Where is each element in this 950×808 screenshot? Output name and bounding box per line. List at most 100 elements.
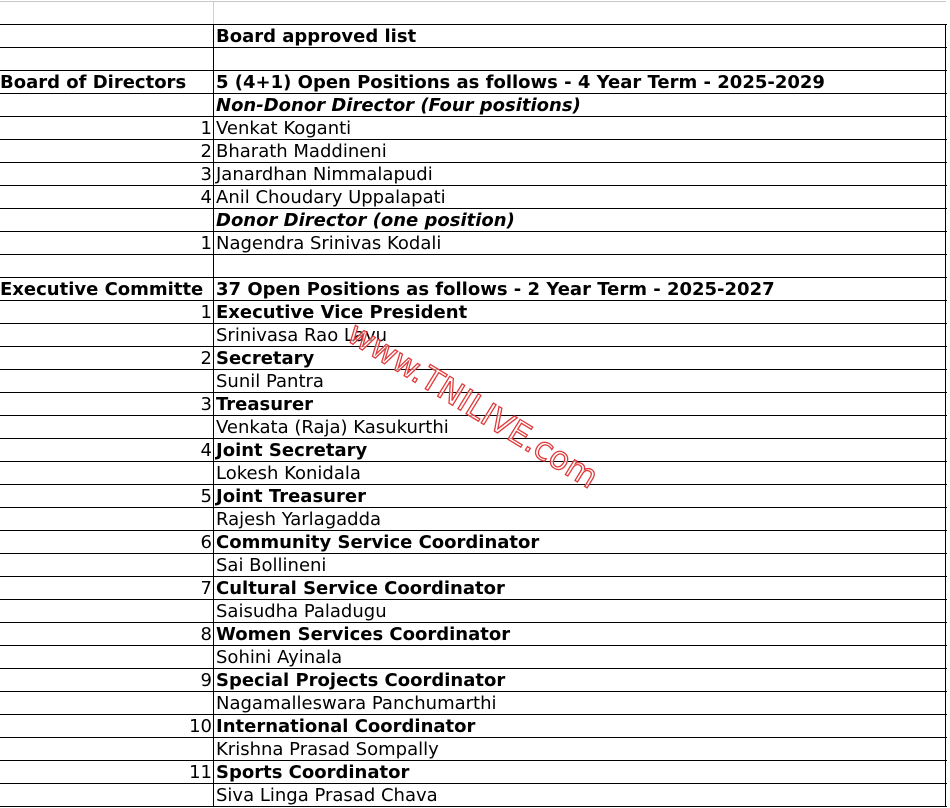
cell-col-b[interactable]: Joint Secretary: [213, 439, 946, 462]
cell-col-a[interactable]: 9: [200, 670, 212, 691]
cell-col-a[interactable]: 2: [200, 348, 212, 369]
cell-col-a[interactable]: [0, 416, 213, 439]
table-row: Donor Director (one position): [0, 208, 947, 232]
cell-col-b[interactable]: Secretary: [213, 347, 946, 370]
cell-col-a[interactable]: 7: [200, 578, 212, 599]
cell-col-b[interactable]: 37 Open Positions as follows - 2 Year Te…: [213, 278, 946, 301]
cell-col-a[interactable]: 3: [200, 164, 212, 185]
cell-col-a[interactable]: Board of Directors: [0, 72, 187, 93]
cell-col-a[interactable]: [0, 600, 213, 623]
cell-col-b[interactable]: Sunil Pantra: [213, 370, 946, 393]
cell-col-a[interactable]: 5: [200, 486, 212, 507]
cell-col-a[interactable]: 8: [200, 624, 212, 645]
table-row: Srinivasa Rao Lavu: [0, 323, 947, 347]
cell-col-b[interactable]: Nagamalleswara Panchumarthi: [213, 692, 946, 715]
cell-col-b[interactable]: Sai Bollineni: [213, 554, 946, 577]
cell-col-b[interactable]: Special Projects Coordinator: [213, 669, 946, 692]
cell-col-b[interactable]: Donor Director (one position): [213, 209, 946, 232]
cell-col-b[interactable]: Srinivasa Rao Lavu: [213, 324, 946, 347]
table-row: Board approved list: [0, 24, 947, 48]
cell-col-b[interactable]: Executive Vice President: [213, 301, 946, 324]
cell-col-b[interactable]: Cultural Service Coordinator: [213, 577, 946, 600]
cell-col-a[interactable]: [0, 462, 213, 485]
table-row: Lokesh Konidala: [0, 461, 947, 485]
cell-col-b[interactable]: Non-Donor Director (Four positions): [213, 94, 946, 117]
cell-col-b[interactable]: [213, 48, 946, 71]
table-row: Board of Directors 5 (4+1) Open Positions…: [0, 70, 947, 94]
cell-col-b[interactable]: Anil Choudary Uppalapati: [213, 186, 946, 209]
cell-col-b[interactable]: Saisudha Paladugu: [213, 600, 946, 623]
table-row: 1 Executive Vice President: [0, 300, 947, 324]
cell-col-b[interactable]: Nagendra Srinivas Kodali: [213, 232, 946, 255]
cell-col-a[interactable]: [0, 209, 213, 232]
cell-col-b[interactable]: Community Service Coordinator: [213, 531, 946, 554]
cell-col-b[interactable]: Siva Linga Prasad Chava: [213, 784, 946, 807]
table-row: [0, 47, 947, 71]
cell-col-b[interactable]: Venkata (Raja) Kasukurthi: [213, 416, 946, 439]
cell-col-b[interactable]: Bharath Maddineni: [213, 140, 946, 163]
cell-col-a[interactable]: [0, 784, 213, 807]
table-row: 9 Special Projects Coordinator: [0, 668, 947, 692]
cell-col-a[interactable]: [0, 48, 213, 71]
cell-col-a[interactable]: [0, 324, 213, 347]
cell-col-b[interactable]: Sports Coordinator: [213, 761, 946, 784]
table-row: Krishna Prasad Sompally: [0, 737, 947, 761]
cell-col-a[interactable]: 6: [200, 532, 212, 553]
table-row: 1 Venkat Koganti: [0, 116, 947, 140]
cell-col-a[interactable]: 10: [189, 716, 212, 737]
bottom-border: [0, 806, 947, 807]
cell-col-b[interactable]: 5 (4+1) Open Positions as follows - 4 Ye…: [213, 71, 946, 94]
cell-col-a[interactable]: 4: [200, 187, 212, 208]
cell-col-a[interactable]: [0, 94, 213, 117]
table-row: 3 Janardhan Nimmalapudi: [0, 162, 947, 186]
cell-col-a[interactable]: [0, 646, 213, 669]
cell-col-a[interactable]: 1: [200, 118, 212, 139]
table-row: Executive Committe 37 Open Positions as f…: [0, 277, 947, 301]
cell-col-a[interactable]: [0, 370, 213, 393]
blank-top-row[interactable]: [0, 1, 946, 25]
cell-col-a[interactable]: 4: [200, 440, 212, 461]
table-row: Sohini Ayinala: [0, 645, 947, 669]
cell-col-a[interactable]: [0, 255, 213, 278]
table-row: 8 Women Services Coordinator: [0, 622, 947, 646]
table-row: 6 Community Service Coordinator: [0, 530, 947, 554]
table-row: Sunil Pantra: [0, 369, 947, 393]
cell-col-a[interactable]: 1: [200, 233, 212, 254]
table-row: Rajesh Yarlagadda: [0, 507, 947, 531]
table-row: 4 Joint Secretary: [0, 438, 947, 462]
cell-col-b[interactable]: Venkat Koganti: [213, 117, 946, 140]
cell-col-b[interactable]: Joint Treasurer: [213, 485, 946, 508]
table-row: 1 Nagendra Srinivas Kodali: [0, 231, 947, 255]
cell-col-a[interactable]: 3: [200, 394, 212, 415]
cell-col-a[interactable]: [0, 692, 213, 715]
table-row: 7 Cultural Service Coordinator: [0, 576, 947, 600]
cell-col-b[interactable]: Treasurer: [213, 393, 946, 416]
table-row: Sai Bollineni: [0, 553, 947, 577]
cell-col-a[interactable]: [0, 738, 213, 761]
cell-col-a[interactable]: 11: [189, 762, 212, 783]
cell-col-a[interactable]: [0, 25, 213, 48]
cell-col-b[interactable]: Rajesh Yarlagadda: [213, 508, 946, 531]
table-row: Nagamalleswara Panchumarthi: [0, 691, 947, 715]
cell-col-a[interactable]: [0, 554, 213, 577]
cell-col-b[interactable]: Sohini Ayinala: [213, 646, 946, 669]
table-row: Venkata (Raja) Kasukurthi: [0, 415, 947, 439]
table-row: 10 International Coordinator: [0, 714, 947, 738]
cell-col-b[interactable]: Janardhan Nimmalapudi: [213, 163, 946, 186]
table-row: 5 Joint Treasurer: [0, 484, 947, 508]
cell-col-a[interactable]: Executive Committe: [0, 279, 204, 300]
table-row: [0, 254, 947, 278]
cell-col-b[interactable]: Women Services Coordinator: [213, 623, 946, 646]
table-row: Siva Linga Prasad Chava: [0, 783, 947, 807]
table-row: Non-Donor Director (Four positions): [0, 93, 947, 117]
cell-col-b[interactable]: Krishna Prasad Sompally: [213, 738, 946, 761]
cell-col-b[interactable]: International Coordinator: [213, 715, 946, 738]
cell-col-b[interactable]: Lokesh Konidala: [213, 462, 946, 485]
table-row: 4 Anil Choudary Uppalapati: [0, 185, 947, 209]
cell-col-a[interactable]: [0, 508, 213, 531]
cell-col-b[interactable]: [213, 255, 946, 278]
cell-col-b[interactable]: Board approved list: [213, 25, 946, 48]
cell-col-a[interactable]: 1: [200, 302, 212, 323]
cell-col-a[interactable]: 2: [200, 141, 212, 162]
table-row: 11 Sports Coordinator: [0, 760, 947, 784]
